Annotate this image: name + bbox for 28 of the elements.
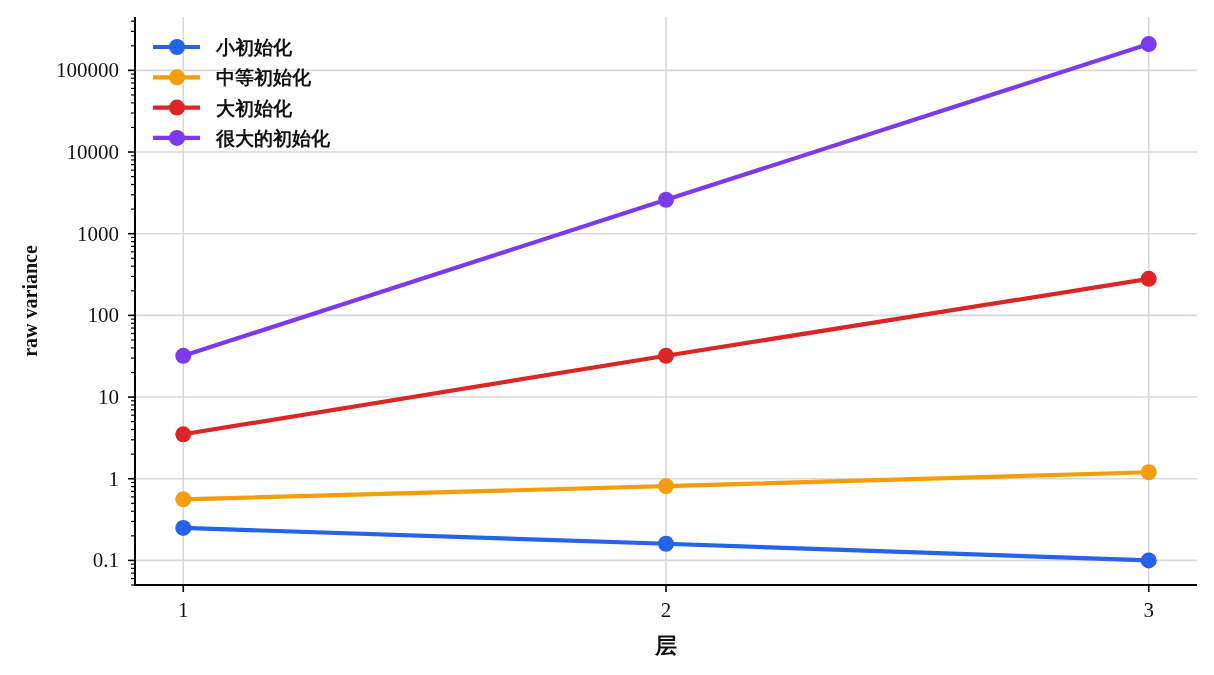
point [1140,552,1157,569]
legend-label: 大初始化 [216,97,293,119]
x-tick-label: 3 [1143,598,1154,622]
y-tick-label: 1 [108,466,119,491]
y-tick-label: 10 [98,385,119,410]
x-tick-label: 1 [178,598,189,622]
point [1140,36,1157,53]
legend-label: 小初始化 [215,37,293,58]
point [175,426,192,443]
point [658,347,674,364]
y-tick-label: 100 [87,303,119,328]
point [175,491,192,508]
point [658,535,674,552]
x-axis-title: 层 [654,633,677,658]
point [1140,464,1157,481]
y-tick-label: 0.1 [92,548,119,573]
x-tick-label: 2 [660,598,672,622]
point [658,191,674,208]
y-tick-label: 10000 [66,140,119,165]
point [175,347,192,364]
point [1140,270,1157,287]
y-tick-label: 100000 [56,58,119,83]
legend-label: 很大的初始化 [215,127,331,149]
y-tick-label: 1000 [77,221,119,246]
point [658,478,674,495]
y-axis-title: raw variance [19,245,41,357]
point [175,519,192,536]
legend-label: 中等初始化 [216,67,312,89]
